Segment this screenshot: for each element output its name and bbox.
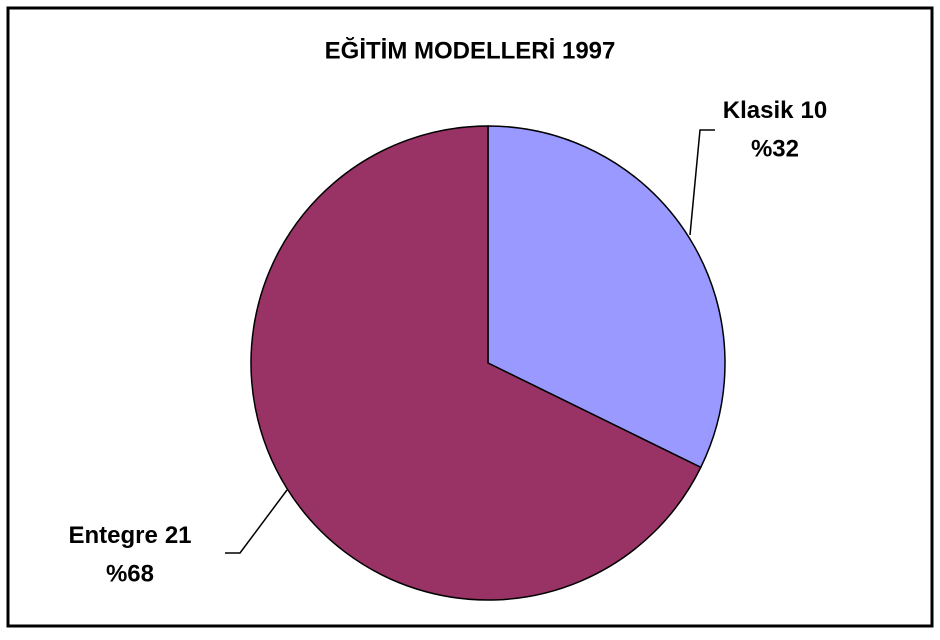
- pie-slice: [250, 125, 702, 601]
- category-label: Klasik: [723, 97, 794, 124]
- pie-slice: [487, 125, 726, 469]
- value-label: 21: [165, 522, 192, 549]
- leader-line: [689, 129, 715, 236]
- percent-label: %32: [751, 135, 799, 162]
- value-label: 10: [801, 97, 828, 124]
- chart-title: EĞİTİM MODELLERİ 1997: [325, 36, 616, 64]
- leader-line: [225, 489, 288, 554]
- data-label: Entegre 21: [68, 522, 191, 549]
- data-label: Klasik 10: [723, 97, 827, 124]
- category-label: Entegre: [68, 522, 157, 549]
- percent-label: %68: [106, 560, 154, 587]
